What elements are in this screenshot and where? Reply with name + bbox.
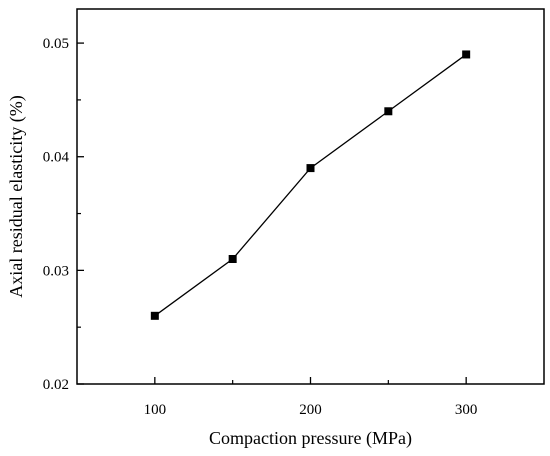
data-point-marker: [150, 311, 159, 320]
axis-tick-labels: 100 200 300 0.02 0.03 0.04 0.05: [43, 36, 478, 418]
y-tick-label: 0.02: [43, 377, 69, 393]
axis-ticks: [77, 42, 467, 385]
y-tick-label: 0.05: [43, 36, 69, 52]
data-markers: [150, 50, 471, 320]
data-point-marker: [306, 164, 315, 173]
x-tick-label: 100: [144, 402, 167, 418]
y-tick-label: 0.04: [43, 150, 70, 166]
plot-frame: [76, 8, 545, 385]
x-tick-label: 300: [455, 402, 478, 418]
data-point-marker: [462, 50, 471, 59]
y-tick-label: 0.03: [43, 263, 69, 279]
x-tick-label: 200: [299, 402, 322, 418]
x-axis-title: Compaction pressure (MPa): [209, 428, 412, 449]
data-point-marker: [228, 255, 237, 263]
data-point-marker: [384, 107, 393, 116]
y-axis-title: Axial residual elasticity (%): [6, 95, 27, 297]
series-line: [154, 53, 467, 317]
